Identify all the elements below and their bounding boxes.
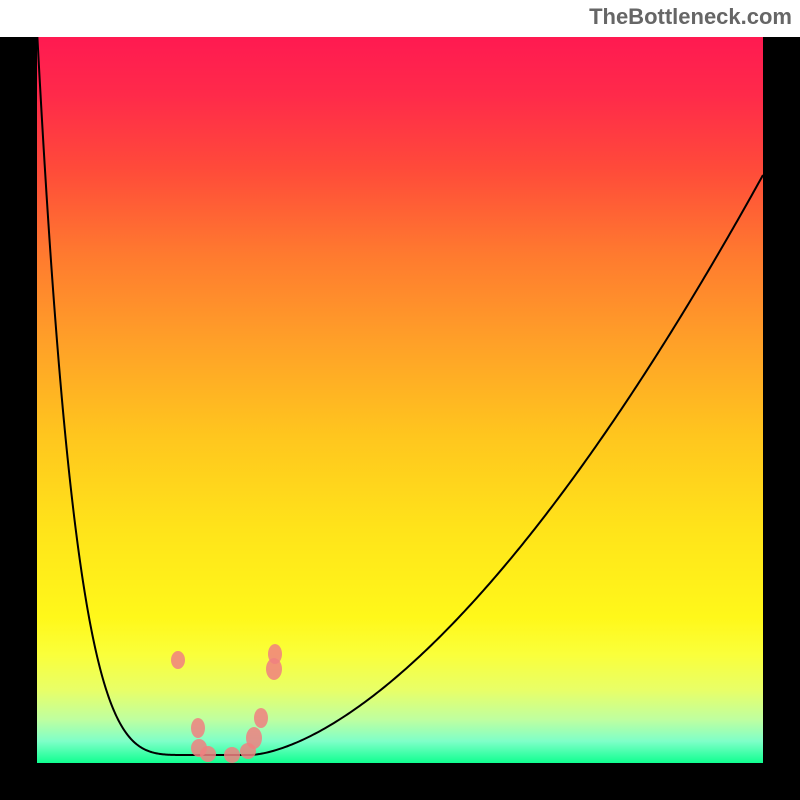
marker-point [200,746,216,762]
marker-point [171,651,185,669]
marker-point [254,708,268,728]
marker-point [268,644,282,664]
gradient-background [37,37,763,763]
marker-point [191,718,205,738]
chart-container: { "canvas": { "width": 800, "height": 80… [0,0,800,800]
bottleneck-chart [0,0,800,800]
marker-point [246,727,262,749]
marker-point [224,747,240,763]
watermark-text: TheBottleneck.com [589,4,792,30]
